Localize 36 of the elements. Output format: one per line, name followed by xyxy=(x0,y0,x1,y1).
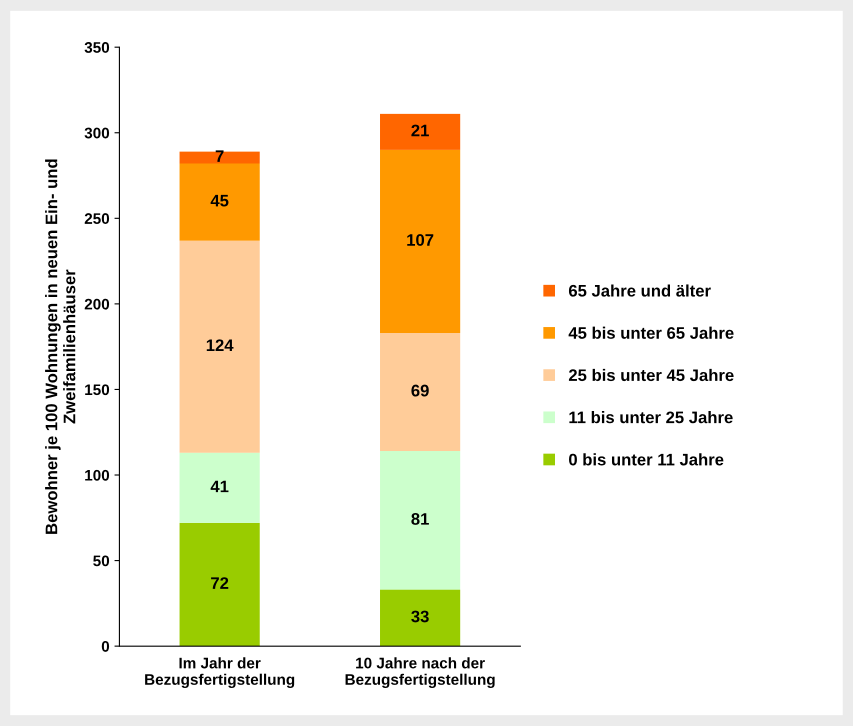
data-label: 7 xyxy=(216,150,224,162)
bar xyxy=(180,522,260,646)
y-tick-label: 350 xyxy=(84,42,110,53)
y-tick-label: 250 xyxy=(84,213,110,224)
y-tick-label: 150 xyxy=(85,384,110,396)
bar xyxy=(380,590,460,646)
bar xyxy=(180,164,260,241)
y-tick-label: 300 xyxy=(84,128,110,138)
y-tick-label: 200 xyxy=(84,298,110,310)
data-label: 72 xyxy=(211,577,228,589)
y-axis-title: Bewohner je 100 Wohnungen in neuen Ein- und Zweifamilienhäuser xyxy=(45,159,76,534)
legend-label: 11 bis unter 25 Jahre xyxy=(569,411,733,424)
x-tick-label: Im Jahr der Bezugsfertigstellung xyxy=(145,657,294,688)
bar xyxy=(380,451,460,590)
bar xyxy=(180,240,260,453)
y-tick-label: 0 xyxy=(102,641,110,652)
bar xyxy=(380,114,460,150)
legend-label: 45 bis unter 65 Jahre xyxy=(568,326,734,339)
data-label: 41 xyxy=(210,480,228,492)
bar xyxy=(380,332,460,452)
data-label: 69 xyxy=(411,384,429,396)
legend-label: 0 bis unter 11 Jahre xyxy=(569,453,724,466)
data-label: 21 xyxy=(411,124,429,136)
bar xyxy=(380,150,460,333)
y-tick-label: 100 xyxy=(85,470,110,481)
legend-label: 65 Jahre und älter xyxy=(568,284,711,297)
data-label: 81 xyxy=(411,513,429,525)
y-tick-label: 50 xyxy=(93,555,110,566)
data-label: 124 xyxy=(206,339,234,351)
legend-label: 25 bis unter 45 Jahre xyxy=(568,368,734,382)
x-tick-label: 10 Jahre nach der Bezugsfertigstellung xyxy=(346,657,495,688)
bar xyxy=(180,452,260,523)
data-label: 45 xyxy=(210,194,228,207)
bar xyxy=(180,152,260,164)
data-label: 107 xyxy=(407,234,434,246)
data-label: 33 xyxy=(411,610,429,622)
